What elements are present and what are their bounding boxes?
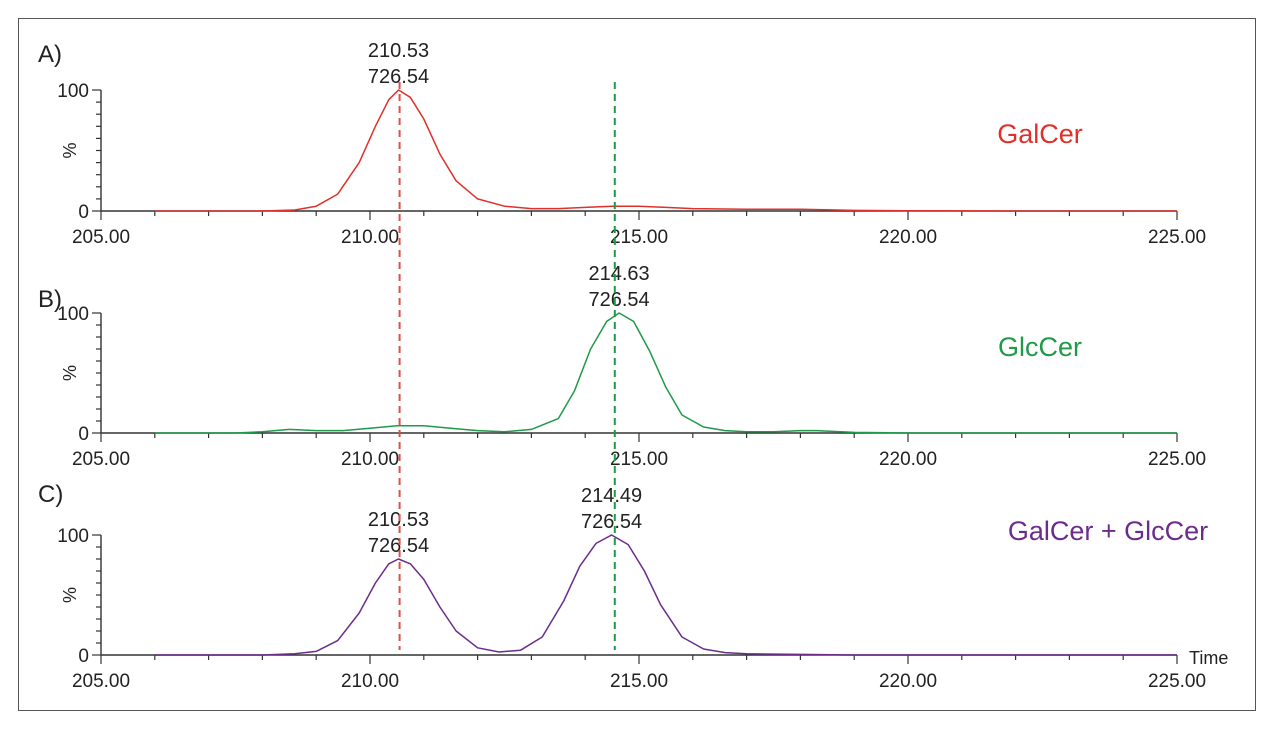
series-line: [154, 89, 1177, 212]
series-name-label: GalCer + GlcCer: [1008, 516, 1208, 546]
y-tick-label-top: 100: [57, 81, 89, 102]
x-tick-label: 205.00: [72, 671, 130, 692]
y-tick-label-top: 100: [57, 526, 89, 547]
x-tick-label: 225.00: [1148, 449, 1206, 470]
y-tick-label-bottom: 0: [78, 646, 89, 667]
panel-label: A): [38, 41, 62, 68]
x-tick-label: 210.00: [341, 227, 399, 248]
x-tick-label: 205.00: [72, 227, 130, 248]
series-line: [154, 534, 1177, 656]
y-axis-label: %: [60, 587, 80, 603]
peak-mz-label: 726.54: [589, 289, 650, 311]
panel-label: B): [38, 286, 62, 313]
x-tick-label: 220.00: [879, 449, 937, 470]
panel-label: C): [38, 481, 63, 508]
x-tick-label: 225.00: [1148, 671, 1206, 692]
y-tick-label-top: 100: [57, 304, 89, 325]
series-name-label: GalCer: [997, 119, 1083, 149]
peak-mz-label: 726.54: [368, 535, 429, 557]
x-tick-label: 215.00: [610, 227, 668, 248]
x-tick-label: 210.00: [341, 449, 399, 470]
peak-mz-label: 726.54: [368, 66, 429, 88]
chart-frame: [18, 18, 1256, 711]
y-tick-label-bottom: 0: [78, 202, 89, 223]
y-tick-label-bottom: 0: [78, 424, 89, 445]
x-axis-label: Time: [1189, 648, 1228, 668]
y-axis-label: %: [60, 365, 80, 381]
peak-rt-label: 214.63: [589, 263, 650, 285]
peak-rt-label: 214.49: [581, 485, 642, 507]
peak-rt-label: 210.53: [368, 40, 429, 62]
series-line: [154, 312, 1177, 434]
peak-mz-label: 726.54: [581, 511, 642, 533]
x-tick-label: 205.00: [72, 449, 130, 470]
x-tick-label: 210.00: [341, 671, 399, 692]
peak-rt-label: 210.53: [368, 509, 429, 531]
y-axis-label: %: [60, 142, 80, 158]
series-name-label: GlcCer: [998, 332, 1082, 362]
x-tick-label: 215.00: [610, 449, 668, 470]
x-tick-label: 215.00: [610, 671, 668, 692]
x-tick-label: 220.00: [879, 227, 937, 248]
x-tick-label: 225.00: [1148, 227, 1206, 248]
x-tick-label: 220.00: [879, 671, 937, 692]
